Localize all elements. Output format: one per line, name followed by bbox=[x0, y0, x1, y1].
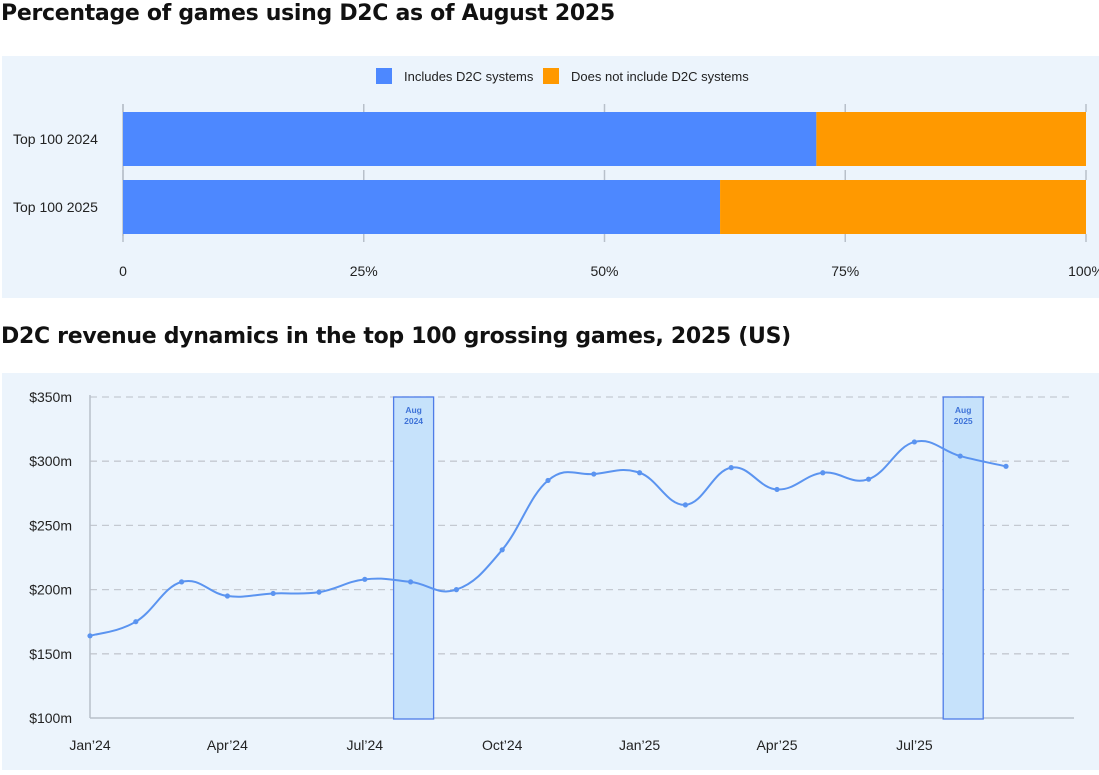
data-point bbox=[408, 579, 414, 585]
data-point bbox=[774, 486, 780, 493]
data-point bbox=[133, 619, 139, 625]
data-point bbox=[316, 589, 322, 595]
highlight-band bbox=[392, 396, 435, 720]
x-tick-label: Jan’25 bbox=[619, 737, 660, 753]
category-label: Top 100 2025 bbox=[13, 199, 98, 215]
bar-chart-title: Percentage of games using D2C as of Augu… bbox=[1, 1, 615, 26]
data-point bbox=[1003, 463, 1009, 469]
x-tick-label: Oct’24 bbox=[482, 737, 523, 753]
y-tick-label: $200m bbox=[29, 582, 72, 598]
legend: Includes D2C systems Does not include D2C… bbox=[376, 68, 749, 84]
legend-label-1: Includes D2C systems bbox=[404, 69, 534, 84]
bar-segment bbox=[123, 180, 721, 234]
legend-swatch-1 bbox=[376, 68, 392, 84]
bar-segment bbox=[123, 112, 817, 166]
x-tick-label: Apr’24 bbox=[207, 737, 248, 753]
data-point bbox=[957, 453, 963, 459]
revenue-line bbox=[89, 440, 1007, 637]
data-point bbox=[499, 547, 505, 553]
x-tick-label: 75% bbox=[831, 263, 859, 279]
x-tick-label: Jul’24 bbox=[347, 737, 384, 753]
bar-segment bbox=[816, 112, 1086, 166]
x-tick-label: 50% bbox=[590, 263, 618, 279]
y-tick-label: $150m bbox=[29, 646, 72, 662]
data-point bbox=[911, 439, 918, 445]
x-tick-label: 100% bbox=[1068, 263, 1099, 279]
bar-chart-panel: Includes D2C systems Does not include D2C… bbox=[2, 56, 1099, 298]
data-point bbox=[453, 587, 459, 593]
x-tick-label: Jul’25 bbox=[896, 737, 933, 753]
x-tick-label: Jan’24 bbox=[69, 737, 110, 753]
category-label: Top 100 2024 bbox=[13, 131, 98, 147]
data-point bbox=[682, 502, 689, 508]
highlight-label-line1: Aug bbox=[405, 405, 422, 415]
y-tick-label: $300m bbox=[29, 453, 72, 469]
data-point bbox=[637, 470, 643, 476]
legend-label-2: Does not include D2C systems bbox=[571, 69, 749, 84]
data-point bbox=[545, 477, 551, 484]
line-chart-panel: $100m $150m $200m $250m $300m $350m Aug 2024 Aug… bbox=[2, 373, 1099, 770]
highlight-band bbox=[942, 396, 984, 720]
line-chart-title: D2C revenue dynamics in the top 100 gros… bbox=[1, 324, 791, 349]
x-tick-label: 0 bbox=[119, 263, 127, 279]
x-tick-label: 25% bbox=[350, 263, 378, 279]
data-point bbox=[224, 593, 230, 599]
data-point bbox=[866, 476, 872, 482]
x-tick-label: Apr’25 bbox=[757, 737, 798, 753]
data-point bbox=[270, 590, 276, 597]
data-point bbox=[179, 579, 185, 585]
highlight-label-line2: 2025 bbox=[954, 416, 973, 426]
line-chart: $100m$150m$200m$250m$300m$350mAug2024Aug… bbox=[29, 389, 1074, 753]
data-point bbox=[728, 465, 734, 471]
legend-swatch-2 bbox=[543, 68, 559, 84]
data-point bbox=[87, 633, 93, 639]
bar-chart: Includes D2C systems Does not include D2C… bbox=[13, 68, 1099, 279]
bar-segment bbox=[720, 180, 1086, 234]
data-point bbox=[820, 470, 826, 476]
highlight-label-line1: Aug bbox=[955, 405, 972, 415]
data-point bbox=[362, 576, 368, 582]
y-tick-label: $250m bbox=[29, 517, 72, 533]
y-tick-label: $350m bbox=[29, 389, 72, 405]
data-point bbox=[591, 471, 597, 477]
y-tick-label: $100m bbox=[29, 710, 72, 726]
highlight-label-line2: 2024 bbox=[404, 416, 423, 426]
